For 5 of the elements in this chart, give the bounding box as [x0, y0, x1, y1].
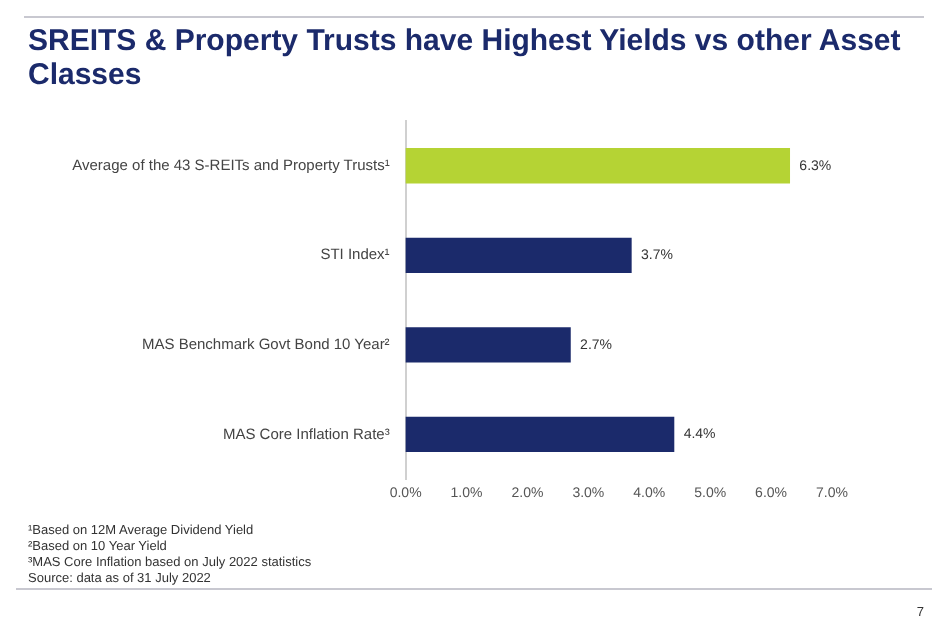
- bar: [405, 148, 791, 184]
- bar: [405, 416, 675, 453]
- bar: [405, 327, 571, 363]
- bar: [405, 237, 632, 273]
- chart-title: SREITS & Property Trusts have Highest Yields vs other Asset Classes: [26, 22, 903, 96]
